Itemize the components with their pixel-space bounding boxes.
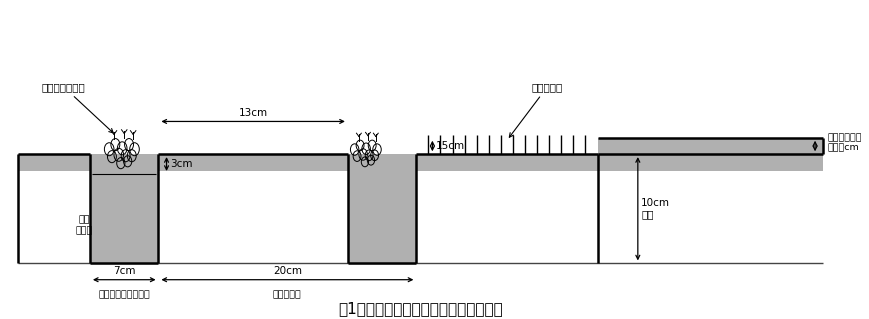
Text: 15cm: 15cm	[435, 141, 465, 151]
Bar	[17, 154, 90, 171]
Text: 耕うん条間: 耕うん条間	[273, 291, 302, 300]
Text: 7cm: 7cm	[113, 266, 136, 277]
Bar	[90, 154, 158, 263]
Text: 耕うん飛散土
２～３cm: 耕うん飛散土 ２～３cm	[827, 133, 862, 152]
Bar	[416, 154, 598, 171]
Text: 13cm: 13cm	[239, 108, 268, 118]
Text: 小麦刈り株: 小麦刈り株	[509, 82, 563, 137]
Text: 10cm
耕深: 10cm 耕深	[641, 198, 670, 219]
Text: 図1　　耕うん・施肥播種断面の模式図: 図1 耕うん・施肥播種断面の模式図	[338, 301, 502, 316]
Bar	[158, 154, 348, 171]
Bar	[348, 154, 416, 263]
Text: 20cm: 20cm	[273, 266, 302, 277]
Text: アルファルファ: アルファルファ	[42, 82, 113, 133]
Text: 肥料
土改材: 肥料 土改材	[76, 215, 93, 235]
Bar	[598, 154, 823, 171]
Text: 耕うん幅（播種幅）: 耕うん幅（播種幅）	[98, 291, 150, 300]
Text: 3cm: 3cm	[169, 159, 192, 169]
Bar	[598, 138, 823, 154]
